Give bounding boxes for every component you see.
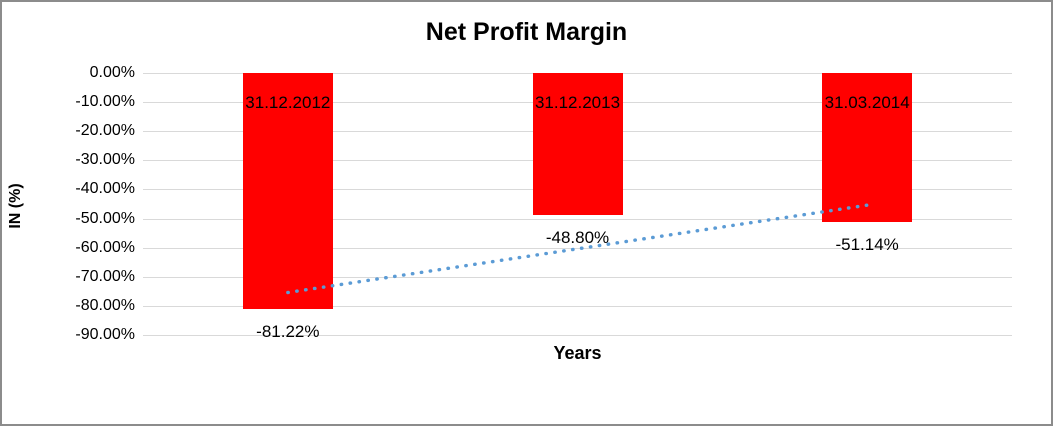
x-axis-title: Years: [553, 343, 602, 363]
y-axis-tick-label: -20.00%: [75, 122, 135, 140]
bar: [532, 73, 623, 216]
y-axis-tick-label: -80.00%: [75, 296, 135, 314]
y-axis-tick-label: -90.00%: [75, 326, 135, 343]
y-axis-tick-label: 0.00%: [89, 64, 135, 81]
category-label: 31.12.2013: [534, 93, 621, 112]
category-label: 31.03.2014: [824, 93, 910, 112]
category-label: 31.12.2012: [245, 93, 331, 112]
y-axis-tick-label: -60.00%: [75, 238, 135, 256]
y-axis-tick-label: -30.00%: [75, 151, 135, 169]
chart-title: Net Profit Margin: [425, 18, 628, 46]
data-label: -48.80%: [545, 228, 610, 248]
y-axis-tick-label: -10.00%: [75, 93, 135, 111]
y-axis-tick-label: -40.00%: [75, 180, 135, 198]
data-label: -51.14%: [835, 234, 899, 254]
bar: [822, 73, 913, 222]
y-axis-tick-label: -50.00%: [75, 209, 135, 227]
y-axis-tick-label: -70.00%: [75, 267, 135, 285]
data-label: -81.22%: [256, 322, 320, 342]
